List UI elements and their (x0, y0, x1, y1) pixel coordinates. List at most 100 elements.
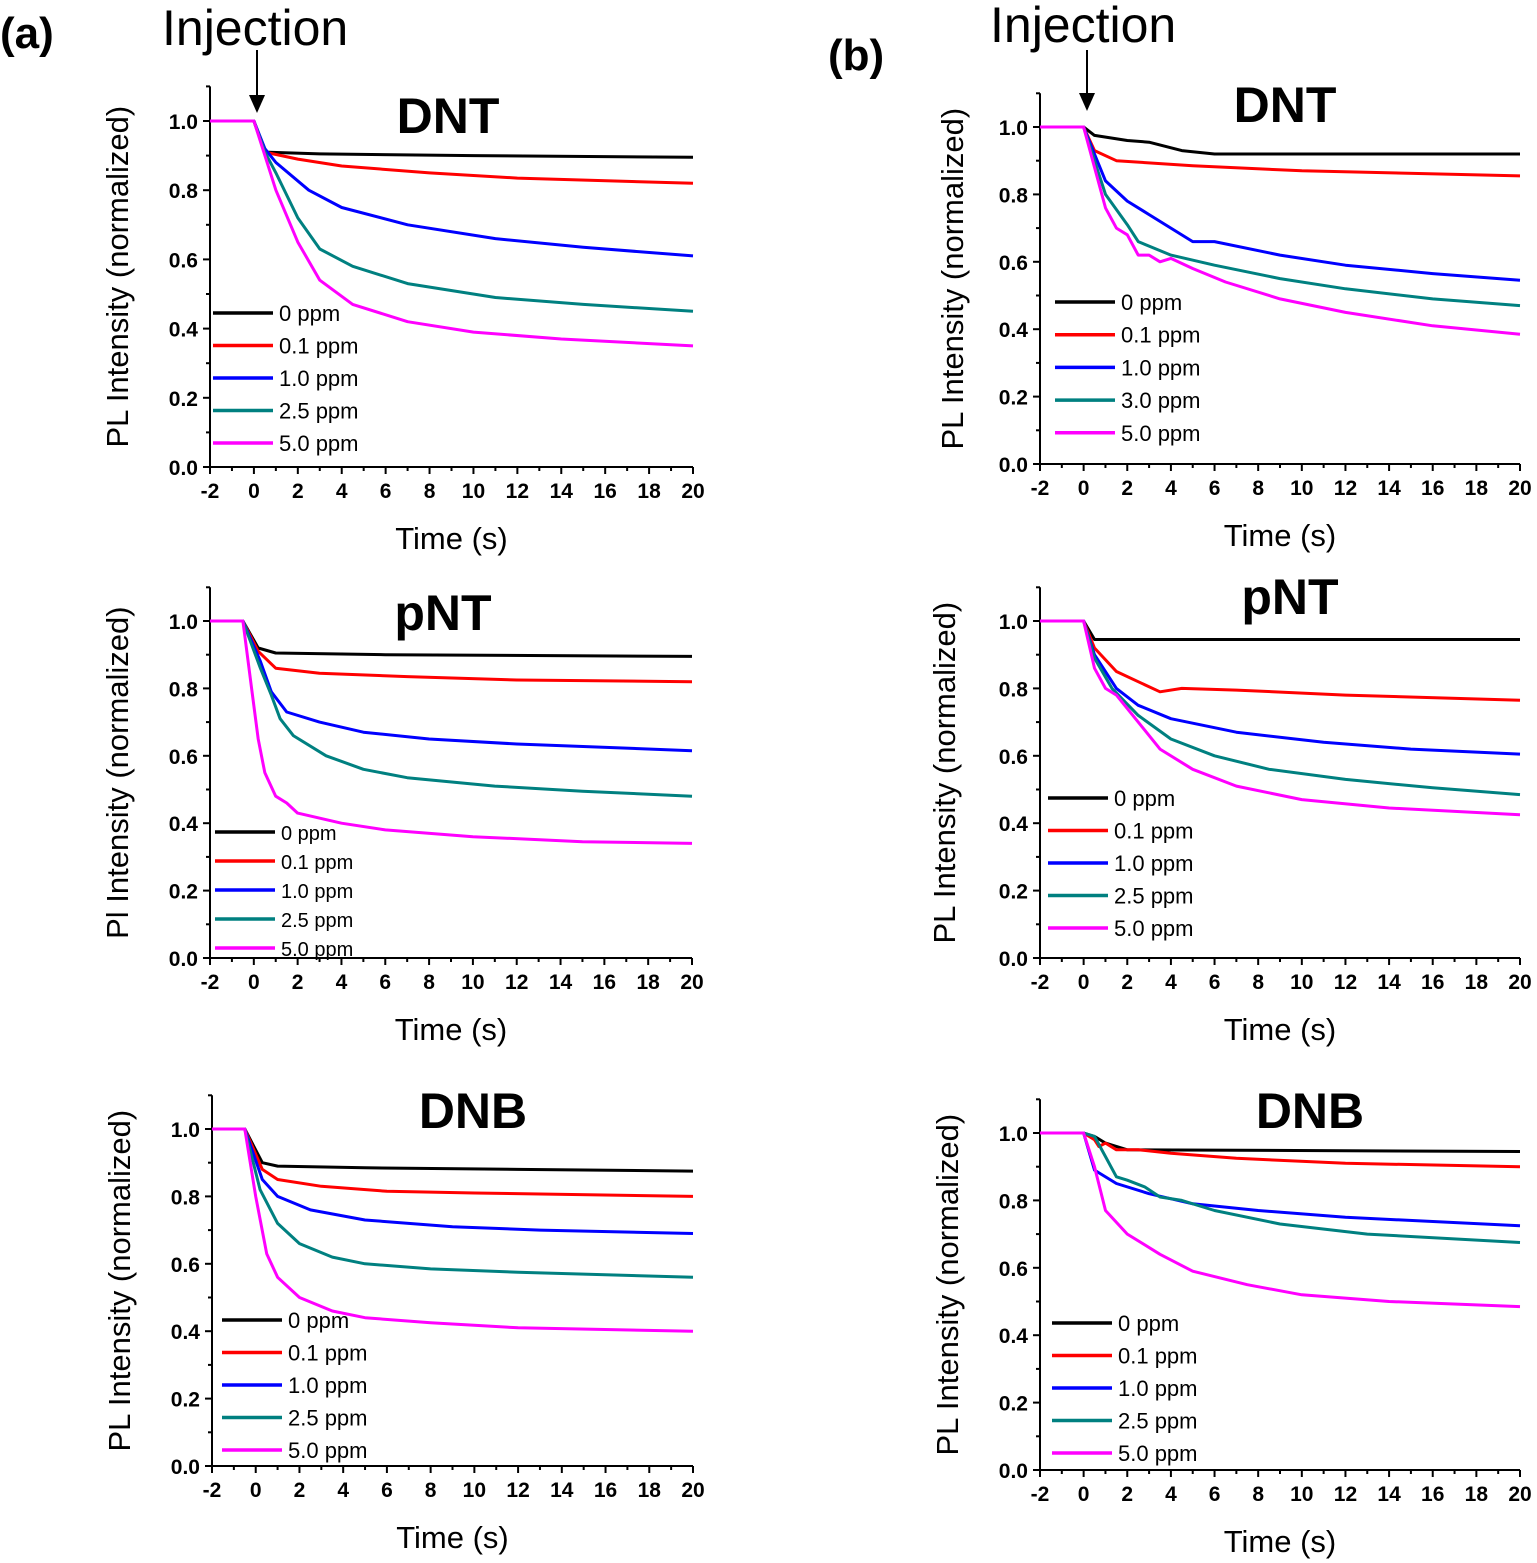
x-tick-label: 6 (380, 480, 392, 503)
series-line-2-5-ppm (212, 1127, 694, 1279)
y-tick-label: 0.0 (999, 454, 1028, 477)
legend-label: 5.0 ppm (1121, 421, 1201, 446)
x-tick-label: -2 (201, 480, 220, 503)
y-tick-label: 0.8 (169, 180, 199, 203)
x-tick-label: 14 (550, 480, 574, 503)
x-tick-label: 8 (1252, 1483, 1264, 1506)
series-line-5-0-ppm (1040, 1131, 1521, 1309)
x-tick-label: 4 (1165, 1483, 1177, 1506)
x-tick-label: 2 (292, 480, 304, 503)
plot-a-DNB: -2 0 2 4 6 8 10 12 14 16 18 20 0.0 0.2 0.4 0.6 0.8 1.0 Tim… (102, 1083, 705, 1555)
x-tick-label: 0 (248, 480, 260, 503)
x-tick-label: 18 (1465, 1483, 1489, 1506)
x-tick-label: 10 (461, 971, 484, 994)
y-tick-label: 1.0 (171, 1119, 200, 1142)
x-tick-label: 6 (1209, 971, 1221, 994)
series-line-0-1-ppm (1040, 125, 1521, 178)
x-tick-label: 20 (680, 971, 703, 994)
x-tick-label: -2 (1031, 971, 1050, 994)
series-line-5-0-ppm (1040, 619, 1521, 817)
x-tick-label: 10 (1290, 477, 1313, 500)
y-tick-label: 1.0 (999, 1123, 1028, 1146)
series-line-1-0-ppm (212, 1127, 694, 1235)
x-tick-label: -2 (1031, 1483, 1050, 1506)
injection-label-b: Injection (990, 0, 1176, 53)
injection-label-a: Injection (162, 0, 348, 56)
x-tick-label: 14 (1377, 1483, 1401, 1506)
x-tick-label: 18 (637, 480, 661, 503)
y-tick-label: 0.4 (999, 319, 1029, 342)
x-tick-label: 12 (506, 1479, 529, 1502)
x-tick-label: 14 (549, 971, 573, 994)
legend-label: 1.0 ppm (279, 366, 359, 391)
y-tick-label: 0.2 (999, 387, 1028, 410)
y-axis-label: PL Intensity (normalized) (102, 1110, 137, 1452)
x-tick-label: 10 (1290, 971, 1313, 994)
x-tick-label: 4 (1165, 477, 1177, 500)
legend-label: 5.0 ppm (279, 431, 359, 456)
plot-title: DNB (1256, 1083, 1364, 1139)
y-tick-label: 0.4 (169, 813, 199, 836)
legend-label: 1.0 ppm (1114, 851, 1194, 876)
y-tick-label: 0.6 (171, 1254, 200, 1277)
legend-label: 0.1 ppm (288, 1341, 368, 1366)
series-line-0-1-ppm (1040, 1131, 1521, 1169)
x-tick-label: 8 (1252, 477, 1264, 500)
x-tick-label: 6 (379, 971, 391, 994)
legend-label: 0.1 ppm (1118, 1344, 1198, 1369)
x-tick-label: 0 (1078, 477, 1090, 500)
plot-b-DNB: -2 0 2 4 6 8 10 12 14 16 18 20 0.0 0.2 0.4 0.6 0.8 1.0 Tim… (930, 1083, 1532, 1559)
x-tick-label: 16 (593, 971, 616, 994)
x-tick-label: 14 (550, 1479, 574, 1502)
y-tick-label: 0.0 (169, 948, 198, 971)
x-tick-label: 14 (1377, 477, 1401, 500)
x-tick-label: 18 (1465, 477, 1489, 500)
x-tick-label: 2 (1121, 477, 1133, 500)
legend-label: 5.0 ppm (1118, 1441, 1198, 1466)
y-tick-label: 0.8 (999, 1190, 1029, 1213)
y-tick-label: 0.2 (169, 881, 198, 904)
y-axis-label: PL Intensity (normalized) (930, 1114, 965, 1456)
y-tick-label: 1.0 (999, 117, 1028, 140)
x-tick-label: 10 (1290, 1483, 1313, 1506)
y-tick-label: 0.0 (169, 457, 198, 480)
x-tick-label: 18 (638, 1479, 662, 1502)
x-tick-label: 20 (681, 1479, 704, 1502)
series-line-5-0-ppm (210, 119, 694, 348)
x-tick-label: 20 (1508, 1483, 1531, 1506)
x-tick-label: 8 (425, 1479, 437, 1502)
legend-label: 5.0 ppm (281, 939, 353, 961)
panel-label-a: (a) (0, 9, 54, 58)
plot-a-DNT: -2 0 2 4 6 8 10 12 14 16 18 20 0.0 0.2 0.4 0.6 0.8 1.0 Tim… (100, 85, 705, 556)
y-tick-label: 0.2 (999, 881, 1028, 904)
y-tick-label: 0.0 (999, 948, 1028, 971)
x-axis-label: Time (s) (1224, 1524, 1337, 1559)
legend-label: 0.1 ppm (279, 334, 359, 359)
plot-title: DNB (419, 1083, 527, 1139)
x-tick-label: 16 (1421, 971, 1444, 994)
legend-label: 0 ppm (279, 301, 340, 326)
x-tick-label: 4 (336, 480, 348, 503)
x-tick-label: 8 (1252, 971, 1264, 994)
plot-title: pNT (394, 585, 491, 641)
y-tick-label: 0.6 (999, 252, 1028, 275)
series-line-5-0-ppm (212, 1127, 694, 1333)
x-tick-label: 4 (337, 1479, 349, 1502)
x-tick-label: 4 (1165, 971, 1177, 994)
y-tick-label: 0.6 (999, 1258, 1028, 1281)
y-axis-label: PL Intensity (normalized) (927, 602, 962, 944)
x-tick-label: 6 (1209, 1483, 1221, 1506)
legend-label: 2.5 ppm (288, 1406, 368, 1431)
series-line-2-5-ppm (210, 119, 694, 313)
legend-label: 0 ppm (1121, 290, 1182, 315)
legend-label: 0.1 ppm (281, 852, 353, 874)
series-line-2-5-ppm (1040, 619, 1521, 797)
legend-label: 0.1 ppm (1114, 819, 1194, 844)
y-tick-label: 0.8 (169, 678, 199, 701)
legend-label: 2.5 ppm (1114, 884, 1194, 909)
x-tick-label: 0 (1078, 1483, 1090, 1506)
injection-arrow-a (249, 50, 265, 113)
legend-label: 1.0 ppm (1121, 355, 1201, 380)
x-tick-label: 4 (336, 971, 348, 994)
